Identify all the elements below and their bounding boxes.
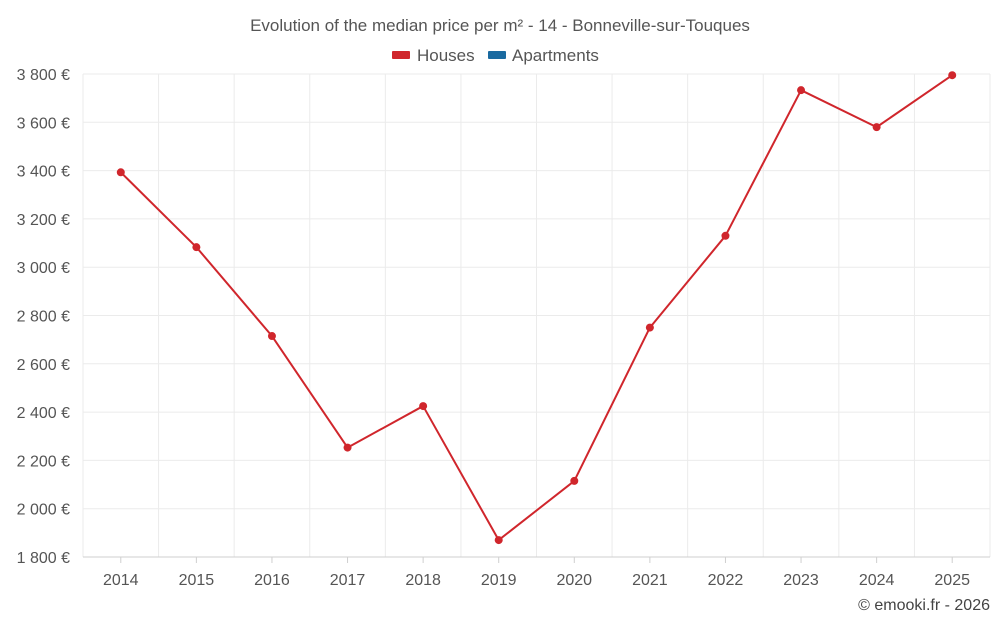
data-point-houses-2022[interactable] bbox=[721, 231, 730, 240]
x-tick-label: 2024 bbox=[859, 572, 895, 589]
data-point-houses-2020[interactable] bbox=[570, 476, 579, 485]
y-axis: 1 800 € 2 000 € 2 200 € 2 400 € 2 600 € 2 800… bbox=[17, 67, 70, 567]
data-point-houses-2015[interactable] bbox=[192, 243, 201, 252]
x-tick-label: 2020 bbox=[556, 572, 592, 589]
x-tick-label: 2023 bbox=[783, 572, 819, 589]
data-point-houses-2025[interactable] bbox=[948, 71, 957, 80]
x-tick-label: 2022 bbox=[708, 572, 744, 589]
legend-swatch-apartments bbox=[488, 51, 506, 59]
y-tick-label: 3 800 € bbox=[17, 67, 70, 84]
series-line-houses bbox=[120, 74, 953, 542]
data-point-houses-2023[interactable] bbox=[797, 86, 806, 95]
chart-title: Evolution of the median price per m² - 1… bbox=[250, 16, 750, 35]
data-point-houses-2019[interactable] bbox=[494, 536, 503, 545]
y-tick-label: 3 200 € bbox=[17, 212, 70, 229]
x-tick-label: 2015 bbox=[179, 572, 215, 589]
y-tick-label: 1 800 € bbox=[17, 550, 70, 567]
y-tick-label: 3 400 € bbox=[17, 164, 70, 181]
data-point-houses-2017[interactable] bbox=[343, 443, 352, 452]
credit-text: © emooki.fr - 2026 bbox=[858, 597, 990, 614]
y-tick-label: 2 800 € bbox=[17, 309, 70, 326]
x-tick-label: 2018 bbox=[405, 572, 441, 589]
y-tick-label: 2 000 € bbox=[17, 502, 70, 519]
y-tick-label: 3 000 € bbox=[17, 260, 70, 277]
data-point-houses-2018[interactable] bbox=[419, 402, 428, 411]
y-tick-label: 2 600 € bbox=[17, 357, 70, 374]
x-tick-label: 2016 bbox=[254, 572, 290, 589]
x-tick-label: 2025 bbox=[934, 572, 970, 589]
legend-label-houses[interactable]: Houses bbox=[417, 46, 475, 65]
legend-label-apartments[interactable]: Apartments bbox=[512, 46, 599, 65]
series-houses bbox=[116, 71, 957, 545]
data-point-houses-2024[interactable] bbox=[872, 123, 881, 132]
legend-swatch-houses bbox=[392, 51, 410, 59]
x-tick-label: 2017 bbox=[330, 572, 366, 589]
x-tick-label: 2021 bbox=[632, 572, 668, 589]
y-tick-label: 2 200 € bbox=[17, 453, 70, 470]
y-tick-label: 2 400 € bbox=[17, 405, 70, 422]
data-point-houses-2014[interactable] bbox=[116, 168, 125, 177]
x-axis: 2014 2015 2016 2017 2018 2019 2020 2021 2022 2023… bbox=[83, 556, 990, 589]
legend: Houses Apartments bbox=[392, 46, 599, 65]
x-tick-label: 2019 bbox=[481, 572, 517, 589]
data-point-houses-2016[interactable] bbox=[267, 332, 276, 341]
grid bbox=[82, 73, 991, 557]
x-tick-label: 2014 bbox=[103, 572, 139, 589]
data-point-houses-2021[interactable] bbox=[645, 323, 654, 332]
y-tick-label: 3 600 € bbox=[17, 115, 70, 132]
